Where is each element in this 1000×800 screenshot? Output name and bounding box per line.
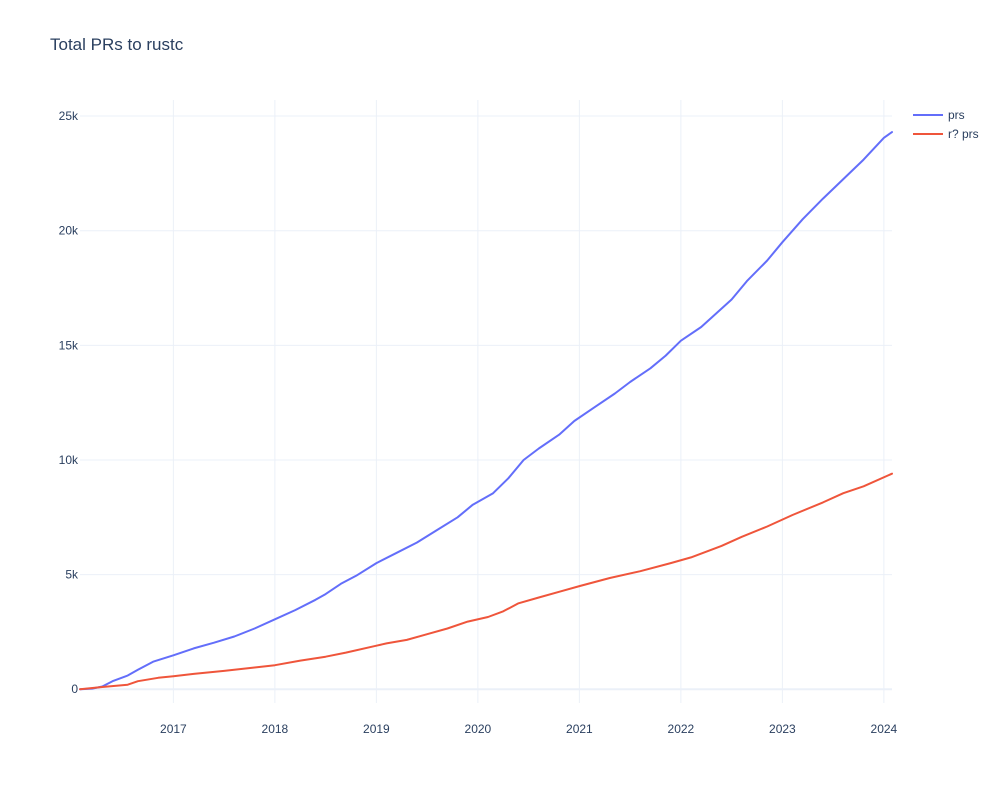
chart-legend[interactable]: prs r? prs [913,108,979,141]
y-tick-label: 5k [65,568,79,582]
x-tick-label: 2021 [566,722,593,736]
x-tick-label: 2020 [465,722,492,736]
y-axis-ticks: 0 5k 10k 15k 20k 25k [59,109,79,696]
legend-label: prs [948,108,965,122]
x-tick-label: 2024 [871,722,898,736]
series-line-prs [79,131,893,691]
y-tick-label: 25k [59,109,79,123]
y-tick-label: 15k [59,338,79,352]
series-line-r-prs [79,472,893,691]
x-tick-label: 2019 [363,722,390,736]
x-tick-label: 2017 [160,722,187,736]
x-tick-label: 2018 [262,722,289,736]
chart-grid [80,100,892,703]
x-axis-ticks: 2017 2018 2019 2020 2021 2022 2023 2024 [160,722,898,736]
y-tick-label: 0 [71,682,78,696]
x-tick-label: 2023 [769,722,796,736]
legend-item-r-prs[interactable]: r? prs [913,127,979,141]
legend-item-prs[interactable]: prs [913,108,965,122]
x-tick-label: 2022 [668,722,695,736]
chart-title: Total PRs to rustc [50,35,184,54]
series-layer [79,131,893,691]
y-tick-label: 10k [59,453,79,467]
legend-label: r? prs [948,127,979,141]
y-tick-label: 20k [59,224,79,238]
